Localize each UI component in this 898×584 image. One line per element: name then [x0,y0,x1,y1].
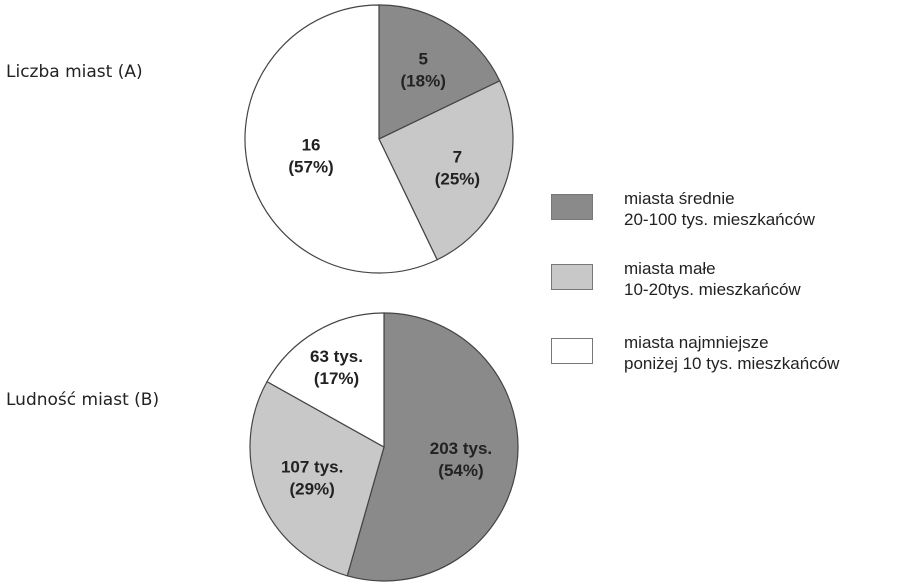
chart-a-slice-medium-percent-label: (18%) [401,72,446,91]
chart-b-slice-small [249,380,385,577]
chart-b-slice-medium-percent-label: (54%) [438,461,483,480]
chart-a-slice-smallest-value-label: 16 [302,136,321,155]
legend-item-small-line2: 10-20tys. mieszkańców [624,280,801,299]
chart-a-slice-smallest [244,4,438,274]
chart-b-slice-small-percent-label: (29%) [289,480,334,499]
chart-a-slice-smallest-percent-label: (57%) [288,158,333,177]
chart-b-slice-medium-value-label: 203 tys. [430,439,492,458]
legend-swatch-smallest [551,338,593,364]
legend-swatch-medium [551,194,593,220]
chart-a-slice-medium-value-label: 5 [418,50,427,69]
legend-item-smallest-line2: poniżej 10 tys. mieszkańców [624,354,840,373]
chart-a-title: Liczba miast (A) [6,62,143,82]
legend-item-small: miasta małe 10-20tys. mieszkańców [624,258,896,300]
chart-a-slice-small-value-label: 7 [453,147,462,166]
chart-a-slice-medium [378,4,501,140]
legend-item-smallest: miasta najmniejsze poniżej 10 tys. miesz… [624,332,896,374]
chart-b-title: Ludność miast (B) [6,390,160,410]
chart-b-slice-smallest-percent-label: (17%) [314,369,359,388]
legend-item-medium-line2: 20-100 tys. mieszkańców [624,210,815,229]
legend-item-smallest-line1: miasta najmniejsze [624,333,769,352]
chart-a-slice-small [378,80,514,261]
legend-item-medium: miasta średnie 20-100 tys. mieszkańców [624,188,896,230]
legend-item-small-line1: miasta małe [624,259,716,278]
legend-item-medium-line1: miasta średnie [624,189,735,208]
chart-b-slice-small-value-label: 107 tys. [281,458,343,477]
chart-b-slice-smallest [266,312,385,449]
legend-swatch-small [551,264,593,290]
chart-b-slice-medium [346,312,519,582]
chart-b-slice-smallest-value-label: 63 tys. [310,347,363,366]
chart-a-slice-small-percent-label: (25%) [435,169,480,188]
